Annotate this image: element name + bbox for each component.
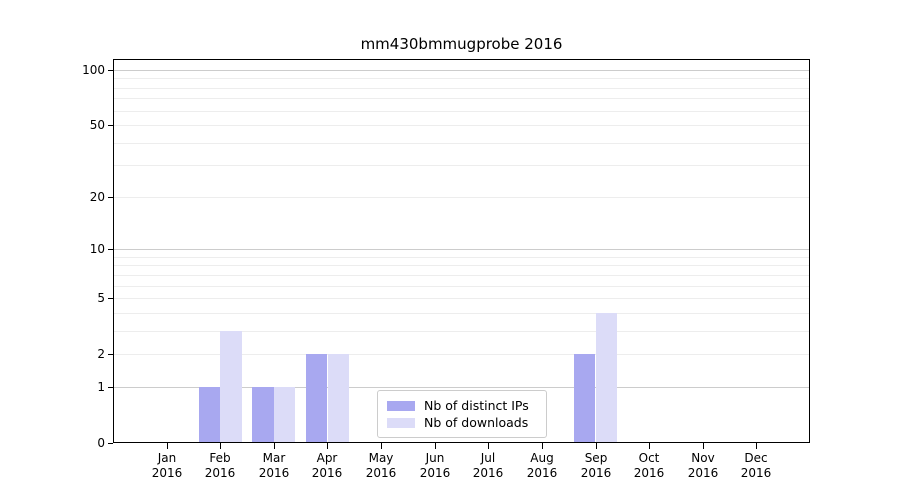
plot-area-border	[113, 59, 810, 443]
x-tick-label: Oct 2016	[633, 451, 665, 480]
x-tick-label: May 2016	[365, 451, 397, 480]
y-tick-label: 1	[97, 380, 105, 394]
legend-swatch-distinct-ips	[387, 400, 415, 411]
x-tick-mark	[756, 443, 757, 449]
y-tick-label: 5	[97, 291, 105, 305]
x-tick-mark	[596, 443, 597, 449]
x-tick-mark	[220, 443, 221, 449]
legend: Nb of distinct IPs Nb of downloads	[377, 390, 547, 438]
x-tick-mark	[649, 443, 650, 449]
x-tick-label: Sep 2016	[580, 451, 612, 480]
x-tick-mark	[435, 443, 436, 449]
x-tick-mark	[703, 443, 704, 449]
y-tick-label: 2	[97, 347, 105, 361]
x-tick-label: Jul 2016	[472, 451, 504, 480]
y-tick-label: 20	[89, 190, 105, 204]
y-tick-label: 10	[89, 242, 105, 256]
x-tick-label: Apr 2016	[311, 451, 343, 480]
y-tick-label: 50	[89, 118, 105, 132]
x-tick-mark	[327, 443, 328, 449]
x-tick-mark	[488, 443, 489, 449]
x-tick-label: Nov 2016	[687, 451, 719, 480]
legend-item-distinct-ips: Nb of distinct IPs	[387, 397, 537, 414]
x-tick-label: Dec 2016	[740, 451, 772, 480]
x-tick-mark	[167, 443, 168, 449]
x-tick-label: Mar 2016	[258, 451, 290, 480]
y-tick-mark	[108, 443, 113, 444]
legend-label-distinct-ips: Nb of distinct IPs	[424, 398, 529, 413]
legend-swatch-downloads	[387, 417, 415, 428]
x-tick-mark	[542, 443, 543, 449]
legend-label-downloads: Nb of downloads	[424, 415, 529, 430]
x-tick-mark	[274, 443, 275, 449]
y-tick-label: 0	[97, 436, 105, 450]
x-tick-label: Aug 2016	[526, 451, 558, 480]
x-tick-label: Feb 2016	[204, 451, 236, 480]
x-tick-label: Jun 2016	[419, 451, 451, 480]
legend-item-downloads: Nb of downloads	[387, 414, 537, 431]
chart-title: mm430bmmugprobe 2016	[360, 35, 563, 53]
x-tick-label: Jan 2016	[151, 451, 183, 480]
y-tick-label: 100	[82, 63, 105, 77]
x-tick-mark	[381, 443, 382, 449]
